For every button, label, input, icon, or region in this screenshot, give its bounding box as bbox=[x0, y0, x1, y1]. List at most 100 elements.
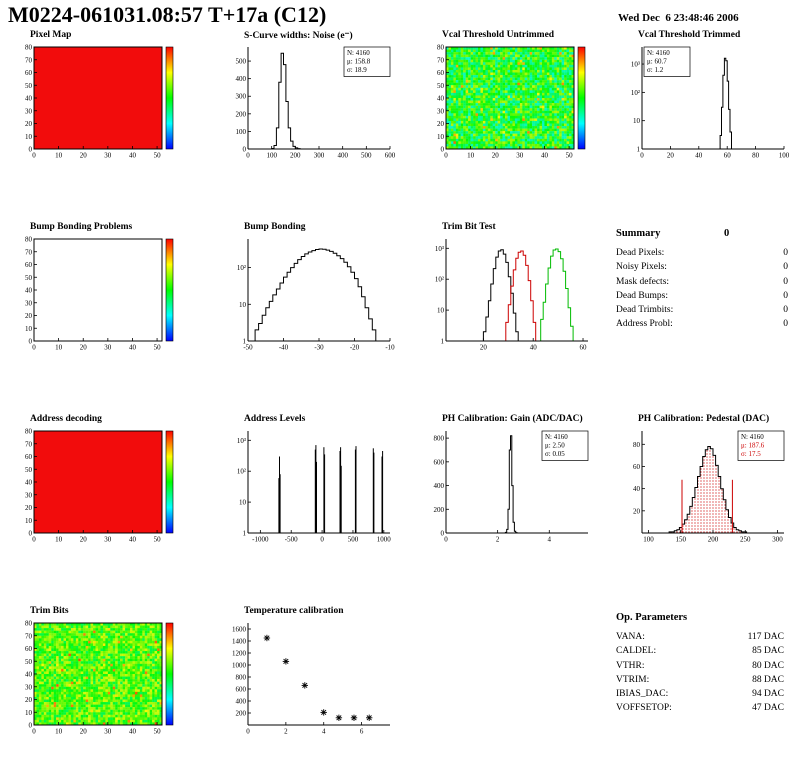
svg-text:10: 10 bbox=[25, 325, 33, 333]
svg-text:10²: 10² bbox=[631, 89, 640, 97]
svg-text:σ: 1.2: σ: 1.2 bbox=[647, 66, 664, 74]
svg-text:20: 20 bbox=[480, 344, 488, 352]
svg-text:-1000: -1000 bbox=[252, 536, 269, 544]
trim-bits-chart: 0 10 20 30 40 50 0 10 20 30 40 50 60 70 80 bbox=[25, 620, 174, 736]
svg-text:80: 80 bbox=[25, 428, 33, 436]
trim-bit-test-chart: 20 40 60 1 10 10² 10³ bbox=[435, 239, 588, 352]
panel-bump-problems: Bump Bonding Problems 0 10 20 30 40 50 0 10 20 30… bbox=[8, 222, 190, 354]
pixel-map-title: Pixel Map bbox=[30, 30, 72, 40]
svg-text:1400: 1400 bbox=[232, 638, 247, 646]
op-param-label: VOFFSETOP: bbox=[616, 703, 672, 714]
svg-text:100: 100 bbox=[236, 128, 247, 136]
svg-text:50: 50 bbox=[566, 152, 574, 160]
ph-pedestal-title: PH Calibration: Pedestal (DAC) bbox=[638, 414, 770, 424]
svg-text:μ: 158.8: μ: 158.8 bbox=[347, 58, 371, 66]
svg-text:10: 10 bbox=[55, 344, 63, 352]
svg-text:100: 100 bbox=[643, 536, 654, 544]
svg-text:10³: 10³ bbox=[237, 437, 246, 445]
svg-text:400: 400 bbox=[236, 75, 247, 83]
summary-row-value: 0 bbox=[783, 319, 788, 330]
summary-title: Summary bbox=[616, 228, 661, 239]
op-param-row: CALDEL: 85 DAC bbox=[616, 644, 784, 658]
svg-text:80: 80 bbox=[752, 152, 760, 160]
temperature-chart: 0 2 4 6 200 400 600 800 1000 1200 1400 1600 bbox=[232, 623, 390, 736]
svg-text:50: 50 bbox=[154, 152, 162, 160]
svg-text:1000: 1000 bbox=[232, 662, 247, 670]
svg-text:200: 200 bbox=[290, 152, 301, 160]
svg-text:100: 100 bbox=[266, 152, 277, 160]
svg-text:60: 60 bbox=[25, 69, 33, 77]
svg-text:10: 10 bbox=[633, 117, 641, 125]
svg-text:4: 4 bbox=[322, 728, 326, 736]
svg-text:20: 20 bbox=[80, 536, 88, 544]
svg-text:1: 1 bbox=[243, 338, 247, 346]
summary-header: Summary 0 bbox=[616, 228, 788, 239]
svg-text:40: 40 bbox=[530, 344, 538, 352]
summary-row: Mask defects: 0 bbox=[616, 275, 788, 289]
svg-text:0: 0 bbox=[32, 536, 36, 544]
page-title: M0224-061031.08:57 T+17a (C12) bbox=[8, 2, 327, 27]
svg-text:10³: 10³ bbox=[631, 61, 640, 69]
svg-text:300: 300 bbox=[314, 152, 325, 160]
svg-text:10: 10 bbox=[437, 307, 445, 315]
svg-text:300: 300 bbox=[236, 93, 247, 101]
summary-row-value: 0 bbox=[783, 290, 788, 301]
svg-text:μ: 60.7: μ: 60.7 bbox=[647, 58, 667, 66]
trim-bit-test-title: Trim Bit Test bbox=[442, 222, 496, 232]
svg-text:60: 60 bbox=[437, 69, 445, 77]
panel-trim-bits: Trim Bits 0 10 20 30 40 50 0 10 20 30 40 50 60 70 80 bbox=[8, 606, 190, 738]
svg-text:20: 20 bbox=[80, 728, 88, 736]
svg-text:-20: -20 bbox=[350, 344, 360, 352]
svg-text:1200: 1200 bbox=[232, 650, 247, 658]
svg-text:50: 50 bbox=[25, 658, 33, 666]
panel-bump-bonding: Bump Bonding -50 -40 -30 -20 -10 1 10 10² bbox=[222, 222, 404, 354]
svg-text:20: 20 bbox=[437, 120, 445, 128]
svg-text:10: 10 bbox=[25, 133, 33, 141]
svg-text:10: 10 bbox=[25, 709, 33, 717]
svg-text:-10: -10 bbox=[385, 344, 395, 352]
svg-text:20: 20 bbox=[25, 504, 33, 512]
svg-text:400: 400 bbox=[337, 152, 348, 160]
svg-text:4: 4 bbox=[548, 536, 552, 544]
summary-row-value: 0 bbox=[783, 248, 788, 258]
svg-text:40: 40 bbox=[25, 671, 33, 679]
op-param-value: 94 DAC bbox=[752, 689, 784, 699]
svg-text:30: 30 bbox=[516, 152, 524, 160]
op-param-label: VTRIM: bbox=[616, 674, 650, 685]
op-param-row: VTRIM: 88 DAC bbox=[616, 673, 784, 687]
svg-text:30: 30 bbox=[25, 491, 33, 499]
svg-text:10: 10 bbox=[55, 152, 63, 160]
svg-text:40: 40 bbox=[633, 485, 641, 493]
panel-scurve-noise: S-Curve widths: Noise (e⁻) 0 100 200 300 400… bbox=[222, 30, 404, 162]
svg-text:30: 30 bbox=[104, 344, 112, 352]
svg-text:80: 80 bbox=[437, 44, 445, 52]
address-decoding-chart: 0 10 20 30 40 50 0 10 20 30 40 50 60 70 80 bbox=[25, 428, 174, 544]
summary-row: Address Probl: 0 bbox=[616, 317, 788, 331]
svg-text:N: 4160: N: 4160 bbox=[545, 433, 568, 441]
summary-row: Dead Trimbits: 0 bbox=[616, 303, 788, 317]
svg-text:0: 0 bbox=[441, 530, 445, 538]
svg-text:0: 0 bbox=[32, 344, 36, 352]
svg-text:20: 20 bbox=[25, 312, 33, 320]
svg-text:0: 0 bbox=[29, 338, 33, 346]
op-param-value: 88 DAC bbox=[752, 674, 784, 685]
svg-text:40: 40 bbox=[541, 152, 549, 160]
svg-text:μ: 2.50: μ: 2.50 bbox=[545, 442, 565, 450]
timestamp: Wed Dec 6 23:48:46 2006 bbox=[618, 12, 739, 24]
svg-text:-500: -500 bbox=[285, 536, 298, 544]
panel-temperature: Temperature calibration 0 2 4 6 200 400 600 800… bbox=[222, 606, 404, 738]
svg-text:800: 800 bbox=[434, 435, 445, 443]
svg-text:0: 0 bbox=[246, 728, 250, 736]
svg-text:200: 200 bbox=[236, 710, 247, 718]
svg-text:20: 20 bbox=[492, 152, 500, 160]
svg-text:800: 800 bbox=[236, 674, 247, 682]
svg-text:500: 500 bbox=[348, 536, 359, 544]
svg-text:μ: 187.6: μ: 187.6 bbox=[741, 442, 765, 450]
summary-row-label: Dead Pixels: bbox=[616, 248, 665, 258]
panel-address-decoding: Address decoding 0 10 20 30 40 50 0 10 20 30 40 50 6… bbox=[8, 414, 190, 546]
svg-text:10: 10 bbox=[55, 536, 63, 544]
svg-text:10: 10 bbox=[55, 728, 63, 736]
bump-bonding-chart: -50 -40 -30 -20 -10 1 10 10² bbox=[237, 239, 395, 352]
summary-row-value: 0 bbox=[783, 262, 788, 273]
